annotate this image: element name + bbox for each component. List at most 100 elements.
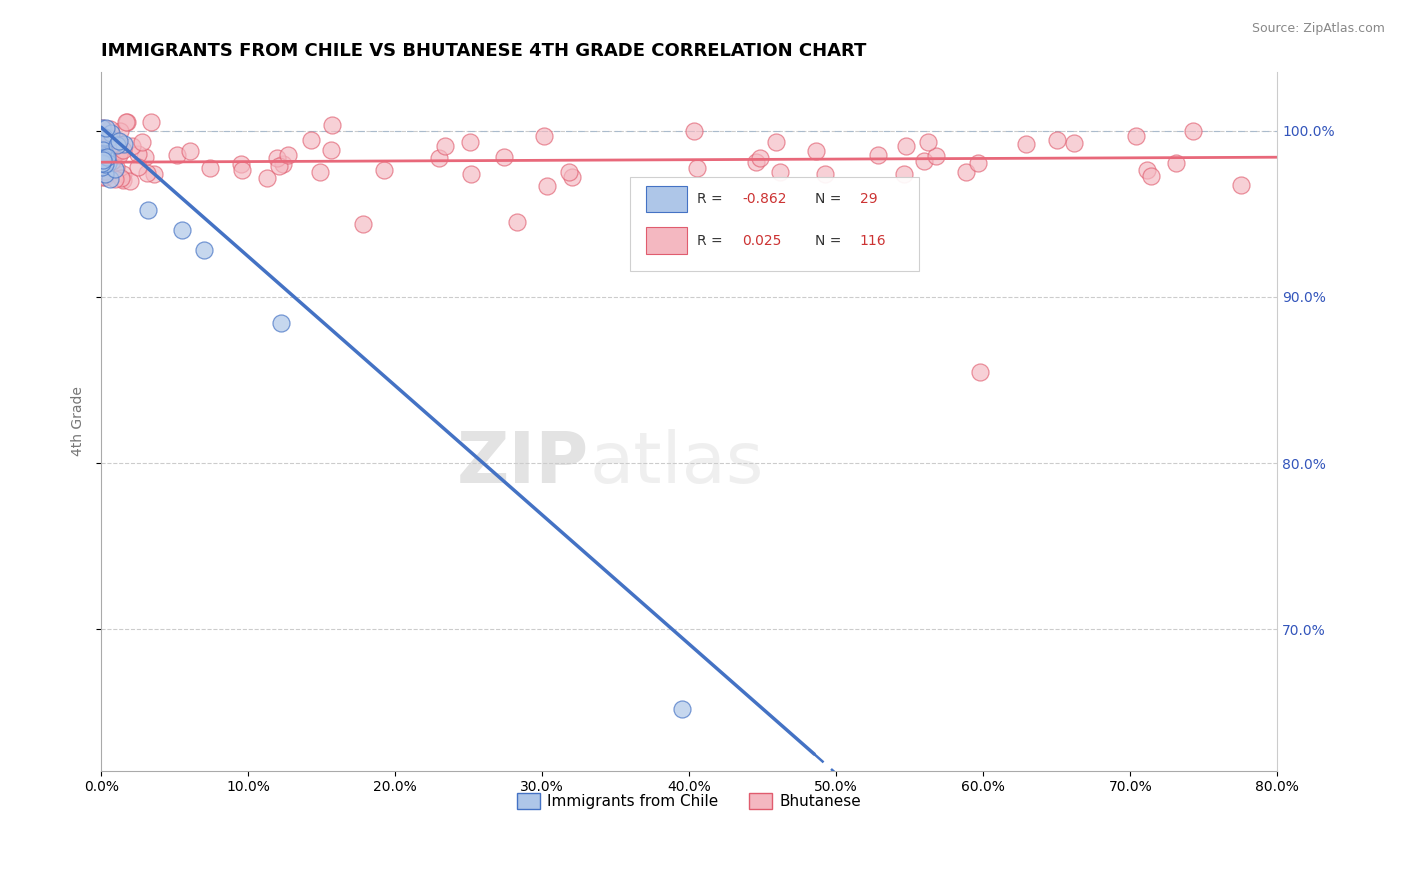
Point <box>94 164 117 178</box>
Point <box>179 144 201 158</box>
Point <box>671 702 693 716</box>
Point <box>91 147 114 161</box>
Point <box>94 130 117 145</box>
Text: R =: R = <box>697 234 727 248</box>
Point <box>683 124 706 138</box>
Text: Source: ZipAtlas.com: Source: ZipAtlas.com <box>1251 22 1385 36</box>
Point <box>91 148 114 162</box>
Point <box>121 139 143 153</box>
Point <box>139 115 162 129</box>
Point <box>745 155 768 169</box>
Point <box>94 167 117 181</box>
Point <box>101 136 124 151</box>
Point <box>105 145 128 160</box>
Point <box>143 167 166 181</box>
Point <box>105 134 128 148</box>
Point <box>91 143 114 157</box>
Point <box>427 151 450 165</box>
Point <box>115 115 138 129</box>
Point <box>91 121 114 136</box>
Point <box>104 162 127 177</box>
Point <box>94 163 117 178</box>
Point <box>533 129 555 144</box>
Point <box>115 115 138 129</box>
Point <box>91 136 114 151</box>
Point <box>136 166 159 180</box>
Point <box>270 317 292 331</box>
Point <box>460 167 482 181</box>
Point <box>91 128 114 143</box>
Point <box>1136 163 1159 178</box>
Point <box>91 143 114 157</box>
Point <box>91 121 114 136</box>
Point <box>506 215 529 229</box>
Point <box>100 154 122 169</box>
Point <box>1063 136 1085 150</box>
Point <box>93 141 115 155</box>
Text: 116: 116 <box>860 234 886 248</box>
Point <box>107 136 129 151</box>
Point <box>93 146 115 161</box>
Point <box>536 179 558 194</box>
Point <box>309 164 332 178</box>
Point <box>170 223 193 237</box>
Point <box>299 133 322 147</box>
Text: -0.862: -0.862 <box>742 192 787 206</box>
Point <box>1181 124 1204 138</box>
Point <box>91 153 114 167</box>
Point <box>107 148 129 162</box>
Point <box>1015 137 1038 152</box>
Point <box>136 203 159 218</box>
Point <box>93 130 115 145</box>
Point <box>1046 133 1069 147</box>
Point <box>814 167 837 181</box>
Text: atlas: atlas <box>589 429 763 498</box>
Point <box>96 146 118 161</box>
Point <box>558 165 581 179</box>
Point <box>91 135 114 149</box>
Point <box>373 163 395 178</box>
Point <box>1140 169 1163 183</box>
Point <box>91 128 114 142</box>
Point <box>868 147 890 161</box>
Text: IMMIGRANTS FROM CHILE VS BHUTANESE 4TH GRADE CORRELATION CHART: IMMIGRANTS FROM CHILE VS BHUTANESE 4TH G… <box>101 42 866 60</box>
Point <box>969 365 991 379</box>
Point <box>277 148 299 162</box>
Point <box>127 146 149 161</box>
Point <box>134 150 156 164</box>
Point <box>96 148 118 162</box>
Point <box>1125 129 1147 144</box>
FancyBboxPatch shape <box>630 178 918 271</box>
Point <box>917 135 939 149</box>
Point <box>94 154 117 169</box>
Point <box>91 170 114 185</box>
Point <box>104 172 127 186</box>
Text: R =: R = <box>697 192 727 206</box>
Point <box>94 167 117 181</box>
Point <box>91 160 114 174</box>
Point <box>98 171 121 186</box>
Point <box>893 167 915 181</box>
Point <box>131 135 153 149</box>
Point <box>96 150 118 164</box>
Point <box>321 118 343 132</box>
Point <box>110 171 132 186</box>
Point <box>98 151 121 165</box>
Point <box>686 161 709 175</box>
Point <box>108 134 131 148</box>
Point <box>94 121 117 136</box>
Point <box>91 151 114 165</box>
Point <box>104 146 127 161</box>
Point <box>91 156 114 170</box>
Point <box>896 139 918 153</box>
Text: 0.025: 0.025 <box>742 234 782 248</box>
Point <box>193 244 215 258</box>
Point <box>266 152 288 166</box>
Point <box>229 157 252 171</box>
Point <box>112 167 135 181</box>
Text: N =: N = <box>815 192 846 206</box>
Point <box>912 154 935 169</box>
Point <box>97 131 120 145</box>
Point <box>104 160 127 174</box>
Point <box>94 149 117 163</box>
